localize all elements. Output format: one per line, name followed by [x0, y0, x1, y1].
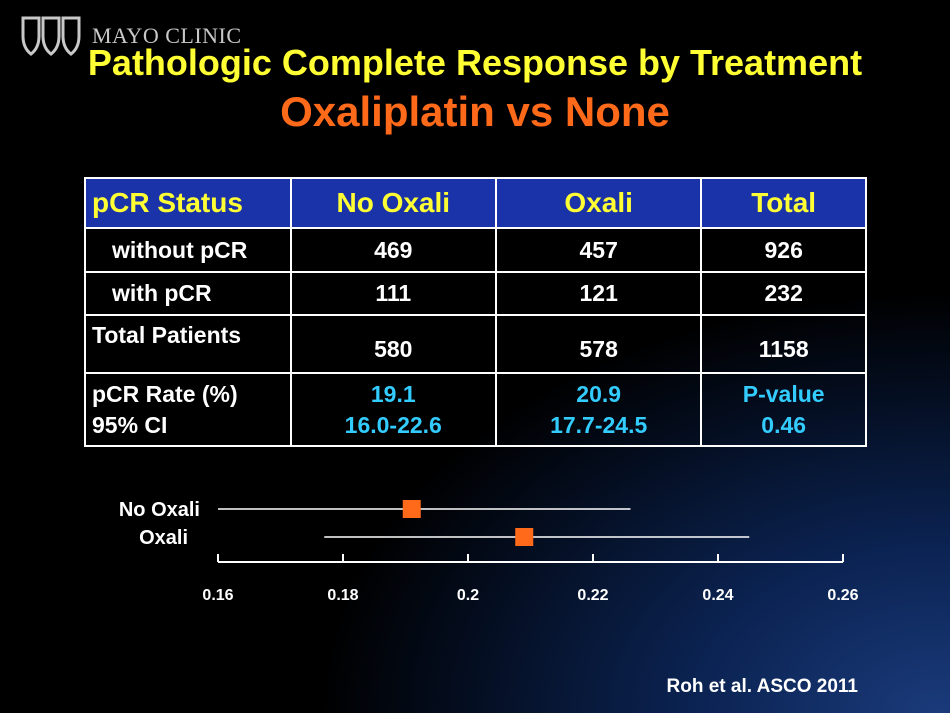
estimate-marker: [402, 500, 421, 518]
cell-value: 580: [289, 314, 497, 374]
estimate-marker: [515, 528, 534, 546]
no-oxali-ci: 16.0-22.6: [344, 411, 442, 438]
no-oxali-rate: 19.1: [370, 380, 416, 407]
row-label: Total Patients: [84, 314, 292, 374]
table-header-row: pCR Status No Oxali Oxali Total: [84, 177, 867, 229]
cell-value: 1158: [700, 314, 867, 374]
cell-value: 111: [289, 271, 497, 316]
pvalue: 0.46: [761, 411, 807, 438]
series-label: Oxali: [139, 527, 188, 549]
header-total: Total: [700, 177, 867, 229]
pvalue-cell: P-value 0.46: [700, 372, 867, 447]
pcr-table: pCR Status No Oxali Oxali Total without …: [84, 177, 867, 447]
mayo-clinic-logo: MAYO CLINIC: [20, 14, 242, 58]
row-label-rate: pCR Rate (%) 95% CI: [84, 372, 292, 447]
table-row-rate: pCR Rate (%) 95% CI 19.1 16.0-22.6 20.9 …: [84, 372, 867, 447]
pvalue-label: P-value: [742, 380, 825, 407]
row-label: without pCR: [84, 227, 292, 273]
cell-value: 578: [494, 314, 703, 374]
forest-plot: 0.16 0.18 0.2 0.22 0.24 0.26 No Oxali Oxali: [119, 499, 859, 604]
series-label: No Oxali: [119, 499, 200, 521]
cell-value: 121: [494, 271, 703, 316]
rate-label: pCR Rate (%): [92, 380, 238, 407]
header-no-oxali: No Oxali: [289, 177, 497, 229]
x-tick-label: 0.16: [202, 587, 233, 604]
oxali-rate: 20.9: [576, 380, 622, 407]
slide-subtitle: Oxaliplatin vs None: [280, 88, 670, 135]
shield-logo-icon: [21, 16, 81, 56]
x-tick-label: 0.18: [327, 587, 358, 604]
header-oxali: Oxali: [494, 177, 703, 229]
header-pcr-status: pCR Status: [84, 177, 292, 229]
ci-label: 95% CI: [92, 411, 168, 438]
logo-text: MAYO CLINIC: [92, 23, 242, 48]
table-row: Total Patients 580 578 1158: [84, 314, 867, 374]
x-tick-label: 0.24: [702, 587, 733, 604]
cell-value: 926: [700, 227, 867, 273]
table-row: with pCR 111 121 232: [84, 271, 867, 316]
x-tick-label: 0.2: [457, 587, 479, 604]
row-label: with pCR: [84, 271, 292, 316]
oxali-rate-cell: 20.9 17.7-24.5: [494, 372, 703, 447]
no-oxali-rate-cell: 19.1 16.0-22.6: [289, 372, 497, 447]
oxali-ci: 17.7-24.5: [550, 411, 648, 438]
slide-title: Pathologic Complete Response by Treatmen…: [87, 42, 863, 83]
cell-value: 232: [700, 271, 867, 316]
cell-value: 457: [494, 227, 703, 273]
cell-value: 469: [289, 227, 497, 273]
x-tick-label: 0.22: [577, 587, 608, 604]
table-row: without pCR 469 457 926: [84, 227, 867, 273]
citation: Roh et al. ASCO 2011: [666, 676, 858, 697]
x-tick-label: 0.26: [827, 587, 858, 604]
